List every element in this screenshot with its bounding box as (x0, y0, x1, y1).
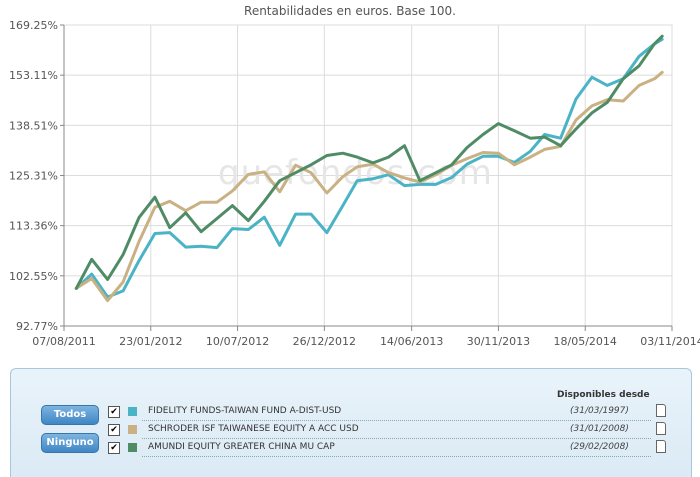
document-icon[interactable] (656, 404, 666, 417)
x-tick-label: 18/05/2014 (554, 335, 617, 348)
series-color-swatch (128, 407, 137, 416)
x-tick-label: 07/08/2011 (32, 335, 95, 348)
y-tick-label: 138.51% (9, 119, 58, 132)
fund-row-amundi: ✔ AMUNDI EQUITY GREATER CHINA MU CAP (29… (108, 440, 671, 457)
y-tick-label: 113.36% (9, 220, 58, 233)
y-tick-label: 102.55% (9, 270, 58, 283)
chart-title: Rentabilidades en euros. Base 100. (244, 4, 456, 18)
x-tick-label: 10/07/2012 (206, 335, 269, 348)
series-color-swatch (128, 443, 137, 452)
row-divider (142, 456, 651, 457)
select-all-button[interactable]: Todos (41, 405, 99, 425)
fund-since-date: (29/02/2008) (570, 442, 629, 452)
row-divider (142, 438, 651, 439)
fund-name: FIDELITY FUNDS-TAIWAN FUND A-DIST-USD (148, 406, 342, 416)
row-divider (142, 420, 651, 421)
fund-row-fidelity: ✔ FIDELITY FUNDS-TAIWAN FUND A-DIST-USD … (108, 404, 671, 421)
series-line-2 (74, 34, 664, 290)
fund-checkbox[interactable]: ✔ (108, 442, 120, 454)
fund-name: SCHRODER ISF TAIWANESE EQUITY A ACC USD (148, 424, 359, 434)
x-tick-label: 26/12/2012 (293, 335, 356, 348)
series-selector-panel: Todos Ninguno Disponibles desde ✔ FIDELI… (10, 368, 692, 477)
y-tick-label: 125.31% (9, 169, 58, 182)
fund-row-schroder: ✔ SCHRODER ISF TAIWANESE EQUITY A ACC US… (108, 422, 671, 439)
line-chart: quefondos.com 92.77%102.55%113.36%125.31… (9, 19, 700, 348)
series-line-0 (74, 37, 664, 299)
x-tick-label: 03/11/2014 (640, 335, 700, 348)
fund-since-date: (31/01/2008) (570, 424, 629, 434)
fund-checkbox[interactable]: ✔ (108, 406, 120, 418)
series-color-swatch (128, 425, 137, 434)
y-tick-label: 153.11% (9, 69, 58, 82)
available-since-header: Disponibles desde (557, 390, 650, 400)
y-tick-label: 169.25% (9, 19, 58, 32)
x-tick-label: 14/06/2013 (380, 335, 443, 348)
x-tick-label: 23/01/2012 (119, 335, 182, 348)
document-icon[interactable] (656, 440, 666, 453)
fund-name: AMUNDI EQUITY GREATER CHINA MU CAP (148, 442, 335, 452)
document-icon[interactable] (656, 422, 666, 435)
fund-since-date: (31/03/1997) (570, 406, 629, 416)
fund-checkbox[interactable]: ✔ (108, 424, 120, 436)
y-tick-label: 92.77% (16, 320, 58, 333)
x-tick-label: 30/11/2013 (467, 335, 530, 348)
select-none-button[interactable]: Ninguno (41, 433, 99, 453)
